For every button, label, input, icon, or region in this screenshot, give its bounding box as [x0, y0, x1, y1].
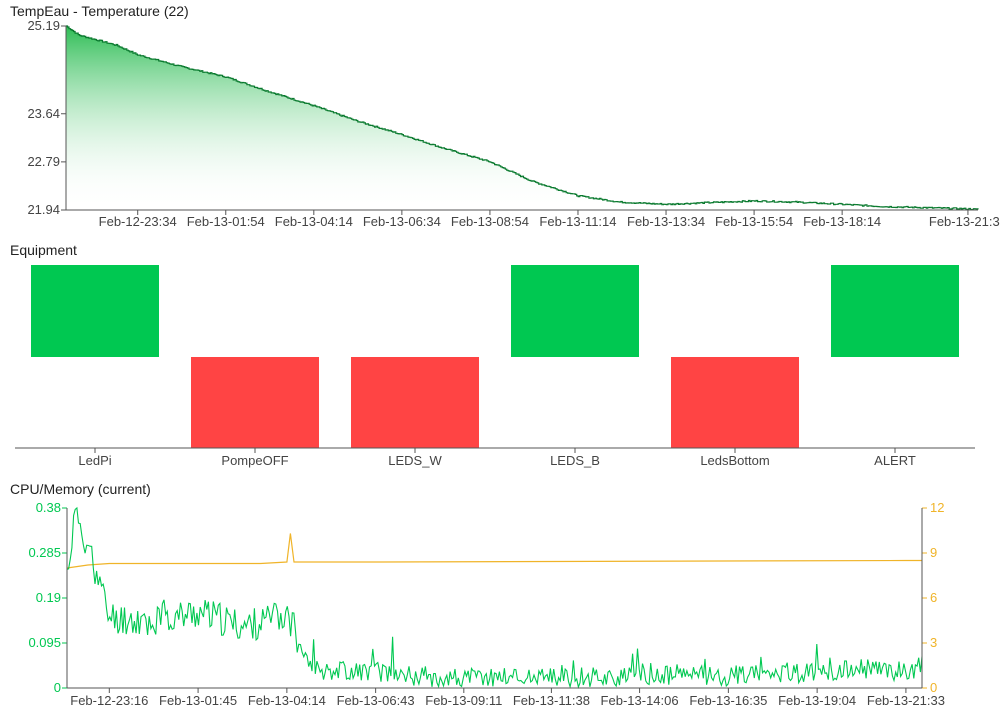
memory-y-tick-label: 3 — [930, 635, 937, 650]
cpu-memory-x-tick-label: Feb-13-01:45 — [159, 693, 237, 708]
temperature-line — [66, 25, 979, 211]
equipment-chart-title: Equipment — [10, 242, 77, 258]
temperature-y-axis: 25.19 23.64 22.79 21.94 — [27, 18, 66, 217]
memory-y-tick-label: 9 — [930, 545, 937, 560]
temperature-x-tick-label: Feb-13-04:14 — [275, 214, 353, 229]
equipment-category-label: PompeOFF — [221, 453, 288, 468]
memory-y-tick-label: 0 — [930, 680, 937, 695]
cpu-memory-x-tick-label: Feb-13-11:38 — [513, 693, 590, 708]
cpu-y-tick-label: 0 — [54, 680, 61, 695]
equipment-bar — [191, 357, 319, 448]
cpu-memory-x-tick-label: Feb-13-14:06 — [601, 693, 679, 708]
equipment-category-label: LedsBottom — [700, 453, 769, 468]
cpu-y-tick-label: 0.19 — [36, 590, 61, 605]
equipment-category-label: LEDS_B — [550, 453, 600, 468]
cpu-memory-chart: CPU/Memory (current) 0.380.2850.190.0950… — [10, 481, 945, 708]
cpu-memory-x-tick-label: Feb-13-16:35 — [689, 693, 767, 708]
cpu-series-line — [66, 506, 923, 689]
equipment-category-label: LedPi — [78, 453, 111, 468]
temperature-x-tick-label: Feb-13-11:14 — [539, 214, 616, 229]
temperature-x-tick-label: Feb-13-21:34 — [929, 214, 1000, 229]
equipment-category-label: LEDS_W — [388, 453, 442, 468]
temperature-x-tick-label: Feb-13-01:54 — [187, 214, 265, 229]
cpu-memory-x-tick-label: Feb-13-19:04 — [778, 693, 856, 708]
equipment-chart: Equipment LedPi PompeOFF LEDS_W LEDS_B LedsB… — [10, 242, 975, 468]
cpu-memory-x-axis: Feb-12-23:16 Feb-13-01:45 Feb-13-04:14 Feb-… — [70, 688, 945, 708]
equipment-bar — [671, 357, 799, 448]
temperature-y-tick-label: 21.94 — [27, 202, 60, 217]
temperature-x-tick-label: Feb-13-15:54 — [715, 214, 793, 229]
temperature-y-tick-label: 22.79 — [27, 154, 60, 169]
cpu-memory-chart-title: CPU/Memory (current) — [10, 481, 151, 497]
equipment-bar — [351, 357, 479, 448]
temperature-x-tick-label: Feb-13-13:34 — [627, 214, 705, 229]
memory-series-line — [66, 533, 922, 569]
memory-y-tick-label: 12 — [930, 500, 944, 515]
cpu-memory-x-tick-label: Feb-13-09:11 — [425, 693, 502, 708]
cpu-memory-x-tick-label: Feb-13-21:33 — [867, 693, 945, 708]
cpu-memory-x-tick-label: Feb-12-23:16 — [70, 693, 148, 708]
temperature-x-tick-label: Feb-12-23:34 — [99, 214, 177, 229]
temperature-x-tick-label: Feb-13-08:54 — [451, 214, 529, 229]
equipment-x-axis: LedPi PompeOFF LEDS_W LEDS_B LedsBottom ALERT — [78, 448, 916, 468]
equipment-bar — [831, 265, 959, 357]
cpu-y-tick-label: 0.285 — [28, 545, 61, 560]
memory-y-axis: 12 9 6 3 0 — [922, 500, 944, 695]
equipment-bar — [511, 265, 639, 357]
temperature-area — [66, 26, 978, 210]
equipment-category-label: ALERT — [874, 453, 916, 468]
temperature-y-tick-label: 25.19 — [27, 18, 60, 33]
temperature-x-axis: Feb-12-23:34 Feb-13-01:54 Feb-13-04:14 Feb-… — [99, 210, 1000, 229]
equipment-bar — [31, 265, 159, 357]
cpu-memory-x-tick-label: Feb-13-06:43 — [337, 693, 415, 708]
equipment-bars — [31, 265, 959, 448]
temperature-y-tick-label: 23.64 — [27, 106, 60, 121]
temperature-x-tick-label: Feb-13-18:14 — [803, 214, 881, 229]
temperature-chart-title: TempEau - Temperature (22) — [10, 3, 189, 19]
cpu-y-tick-label: 0.095 — [28, 635, 61, 650]
cpu-y-axis: 0.38 0.285 0.19 0.095 0 — [28, 500, 67, 695]
memory-y-tick-label: 6 — [930, 590, 937, 605]
cpu-memory-x-tick-label: Feb-13-04:14 — [248, 693, 326, 708]
temperature-chart: TempEau - Temperature (22) 25.19 23.64 22.… — [10, 3, 1000, 229]
cpu-y-tick-label: 0.38 — [36, 500, 61, 515]
temperature-x-tick-label: Feb-13-06:34 — [363, 214, 441, 229]
